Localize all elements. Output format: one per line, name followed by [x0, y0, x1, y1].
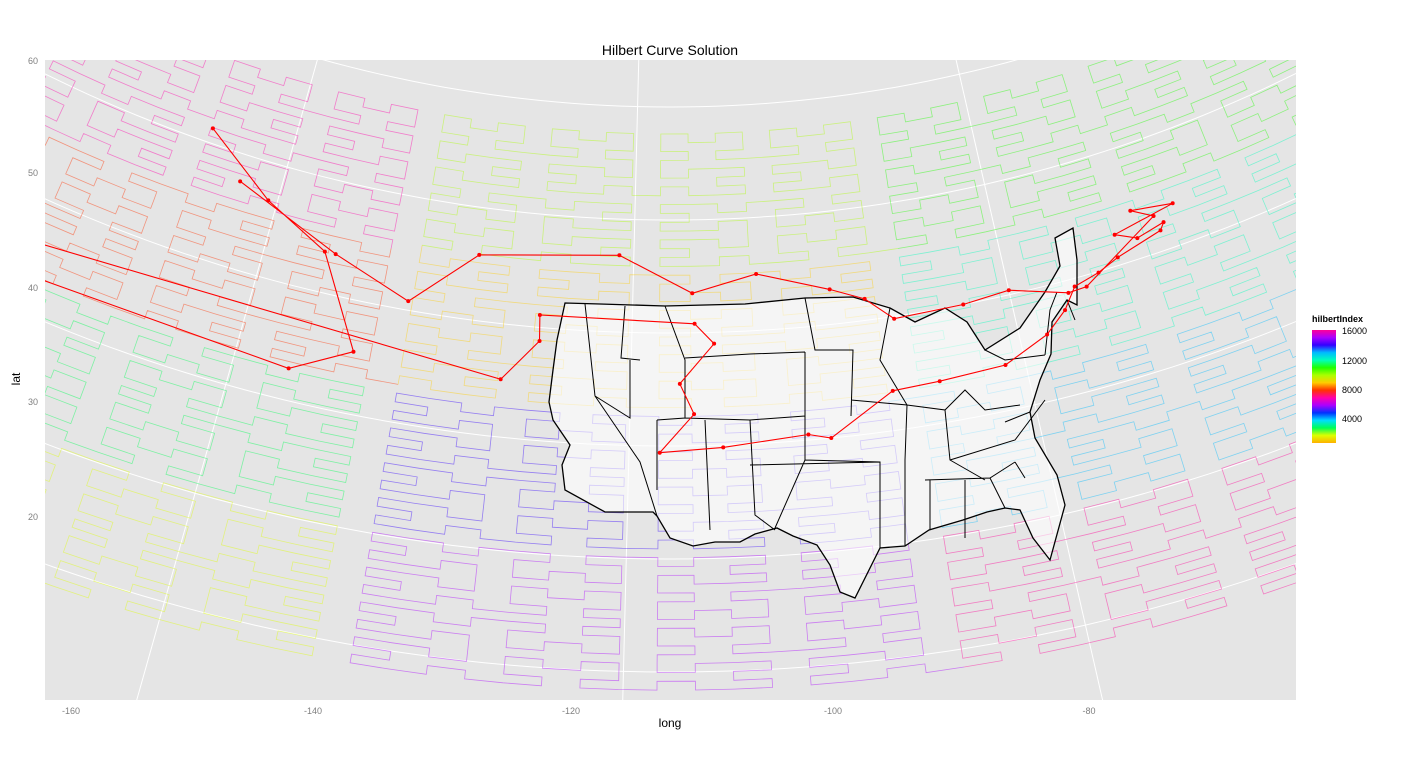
- city-point: [537, 339, 542, 344]
- y-axis-label: lat: [9, 372, 23, 386]
- us-outline: [548, 226, 1078, 599]
- city-point: [862, 296, 867, 301]
- city-point: [829, 436, 834, 441]
- x-tick-label: -140: [303, 706, 322, 716]
- city-point: [806, 432, 811, 437]
- city-point: [827, 287, 832, 292]
- y-tick-label: 30: [27, 397, 38, 407]
- x-tick-label: -120: [561, 706, 580, 716]
- city-point: [406, 299, 411, 304]
- legend-label: 16000: [1342, 326, 1368, 336]
- city-point: [1063, 308, 1068, 313]
- y-tick-label: 60: [27, 56, 38, 66]
- city-point: [1115, 255, 1120, 260]
- legend-label: 12000: [1342, 356, 1368, 366]
- city-point: [657, 450, 662, 455]
- city-point: [937, 379, 942, 384]
- city-point: [892, 316, 897, 321]
- city-point: [721, 445, 726, 450]
- city-point: [1003, 363, 1008, 368]
- city-point: [1161, 220, 1166, 225]
- map-svg: [45, 60, 1296, 700]
- us-state-outlines: [548, 226, 1078, 599]
- legend-title: hilbertIndex: [1312, 314, 1364, 324]
- legend-label: 4000: [1342, 414, 1363, 424]
- latitude-gridline: [322, 60, 1018, 108]
- hilbert-segment: [45, 60, 419, 249]
- hilbert-segment: [45, 289, 365, 518]
- city-point: [1066, 290, 1071, 295]
- hilbert-segment: [45, 447, 338, 657]
- hilbert-segment: [943, 441, 1296, 668]
- map-panel: [45, 60, 1296, 700]
- x-tick-label: -160: [61, 706, 80, 716]
- city-point: [677, 381, 682, 386]
- city-point: [266, 198, 271, 203]
- city-point: [351, 349, 356, 354]
- state-borders: [584, 291, 1076, 548]
- city-point: [1112, 232, 1117, 237]
- city-point: [692, 412, 697, 417]
- city-point: [1158, 228, 1163, 233]
- city-point: [890, 388, 895, 393]
- city-point: [537, 312, 542, 317]
- legend-colorbar: [1312, 330, 1336, 443]
- city-point: [477, 252, 482, 257]
- x-tick-label: -100: [823, 706, 842, 716]
- longitude-gridline: [136, 60, 318, 700]
- route-line: [45, 127, 1173, 454]
- city-point: [1084, 284, 1089, 289]
- city-point: [1006, 288, 1011, 293]
- latitude-gridline: [45, 197, 1296, 334]
- latitude-gridline: [45, 72, 1296, 221]
- city-point: [333, 252, 338, 257]
- city-point: [498, 377, 503, 382]
- city-point: [286, 366, 291, 371]
- latitude-gridline: [45, 563, 1296, 673]
- city-point: [1096, 270, 1101, 275]
- hilbert-segment: [876, 60, 1296, 249]
- y-tick-label: 40: [27, 283, 38, 293]
- y-tick-label: 20: [27, 512, 38, 522]
- latitude-gridline: [45, 320, 1296, 447]
- x-tick-label: -80: [1082, 706, 1096, 716]
- city-point: [210, 126, 215, 131]
- latitude-gridline: [45, 442, 1296, 560]
- city-point: [1151, 214, 1156, 219]
- city-point: [617, 253, 622, 258]
- city-point: [692, 321, 697, 326]
- chart-title: Hilbert Curve Solution: [601, 42, 739, 58]
- city-point: [238, 179, 243, 184]
- city-point: [961, 302, 966, 307]
- city-point: [322, 249, 327, 254]
- city-point: [1170, 201, 1175, 206]
- hilbert-segment: [898, 134, 1296, 389]
- city-point: [1072, 284, 1077, 289]
- legend-label: 8000: [1342, 385, 1363, 395]
- hilbert-segment: [422, 114, 898, 267]
- city-point: [754, 271, 759, 276]
- city-point: [690, 291, 695, 296]
- city-point: [712, 341, 717, 346]
- x-axis-label: long: [658, 716, 682, 730]
- y-tick-label: 50: [27, 168, 38, 178]
- hilbert-segment: [888, 289, 1296, 528]
- city-point: [1128, 208, 1133, 213]
- hilbert-segment: [45, 136, 399, 385]
- city-point: [1135, 236, 1140, 241]
- tsp-route: [45, 126, 1175, 455]
- city-point: [1045, 332, 1050, 337]
- hilbert-segment: [349, 531, 965, 691]
- legend: hilbertIndex 16000 12000 8000 4000: [1312, 314, 1367, 443]
